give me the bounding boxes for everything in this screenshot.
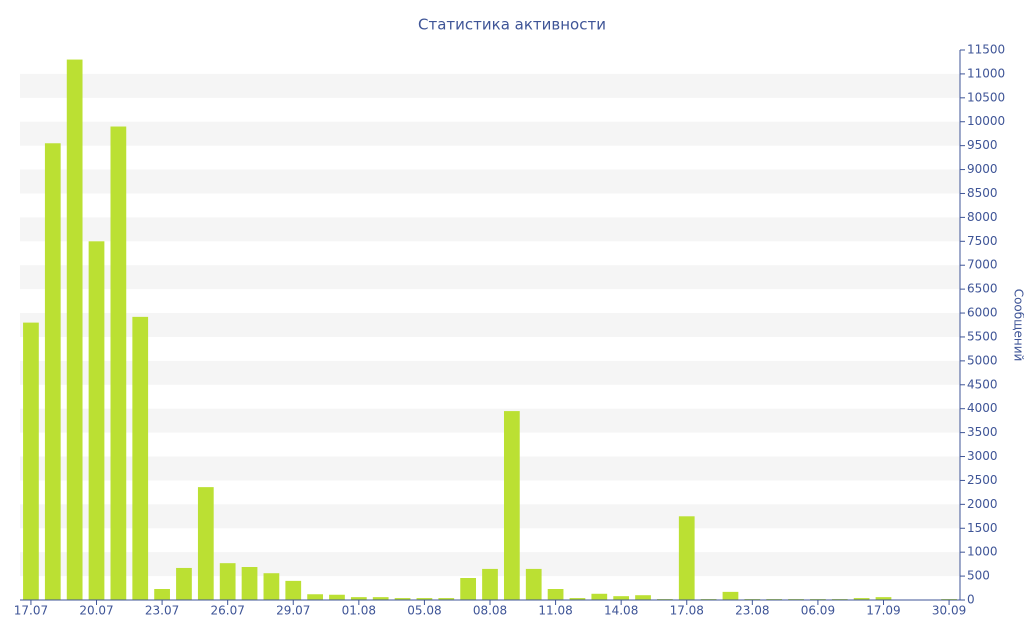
bar bbox=[329, 594, 345, 600]
bar bbox=[219, 563, 236, 600]
y-axis-label: Сообщений bbox=[1012, 289, 1024, 362]
bar bbox=[263, 573, 280, 600]
grid-band bbox=[20, 408, 960, 433]
grid-band bbox=[20, 217, 960, 242]
y-tick-label: 3500 bbox=[967, 425, 998, 439]
y-tick-label: 4000 bbox=[967, 401, 998, 415]
x-tick-label: 17.07 bbox=[14, 604, 48, 618]
bar bbox=[197, 487, 214, 600]
y-tick-label: 500 bbox=[967, 569, 990, 583]
y-tick-label: 9000 bbox=[967, 162, 998, 176]
bar bbox=[132, 316, 149, 600]
y-tick-label: 6000 bbox=[967, 306, 998, 320]
y-tick-label: 1500 bbox=[967, 521, 998, 535]
bar bbox=[66, 59, 83, 601]
grid-band bbox=[20, 169, 960, 194]
bar bbox=[23, 322, 39, 600]
bar bbox=[613, 596, 630, 600]
x-tick-label: 26.07 bbox=[210, 604, 244, 618]
x-tick-label: 17.08 bbox=[670, 604, 704, 618]
y-tick-label: 8500 bbox=[967, 186, 998, 200]
bar bbox=[154, 589, 170, 600]
x-tick-label: 20.07 bbox=[79, 604, 113, 618]
bar bbox=[88, 241, 105, 600]
y-tick-label: 11500 bbox=[967, 43, 1005, 57]
y-tick-label: 1000 bbox=[967, 545, 998, 559]
y-tick-label: 10500 bbox=[967, 90, 1005, 104]
x-tick-label: 23.08 bbox=[735, 604, 769, 618]
bar bbox=[372, 597, 389, 600]
bar bbox=[438, 598, 455, 600]
grid-band bbox=[20, 456, 960, 481]
bar bbox=[482, 568, 498, 600]
y-tick-label: 7000 bbox=[967, 258, 998, 272]
bar bbox=[503, 411, 520, 600]
bar bbox=[853, 598, 870, 600]
y-tick-label: 5000 bbox=[967, 353, 998, 367]
x-tick-label: 30.09 bbox=[932, 604, 966, 618]
x-tick-label: 06.09 bbox=[801, 604, 835, 618]
bar bbox=[110, 126, 127, 601]
bar bbox=[875, 597, 892, 600]
x-tick-label: 23.07 bbox=[145, 604, 179, 618]
x-tick-label: 08.08 bbox=[473, 604, 507, 618]
grid-band bbox=[20, 73, 960, 98]
y-tick-label: 2000 bbox=[967, 497, 998, 511]
y-tick-label: 6500 bbox=[967, 282, 998, 296]
bar bbox=[176, 567, 192, 600]
bar bbox=[547, 589, 564, 600]
y-tick-label: 9500 bbox=[967, 138, 998, 152]
bar bbox=[460, 578, 477, 600]
y-tick-label: 3000 bbox=[967, 449, 998, 463]
bar bbox=[722, 591, 739, 600]
bar bbox=[569, 598, 586, 600]
bar bbox=[44, 143, 61, 600]
chart-title: Статистика активности bbox=[418, 16, 606, 34]
y-tick-label: 10000 bbox=[967, 114, 1005, 128]
y-tick-label: 2500 bbox=[967, 473, 998, 487]
grid-band bbox=[20, 121, 960, 146]
bar bbox=[350, 597, 367, 600]
y-tick-label: 5500 bbox=[967, 329, 998, 343]
grid-band bbox=[20, 504, 960, 529]
x-tick-label: 01.08 bbox=[342, 604, 376, 618]
bar bbox=[591, 593, 608, 600]
grid-band bbox=[20, 313, 960, 337]
bar bbox=[394, 598, 411, 600]
bar bbox=[525, 568, 542, 600]
x-tick-label: 17.09 bbox=[866, 604, 900, 618]
x-tick-label: 14.08 bbox=[604, 604, 638, 618]
y-tick-label: 8000 bbox=[967, 210, 998, 224]
y-tick-label: 4500 bbox=[967, 377, 998, 391]
bar bbox=[416, 598, 433, 600]
x-tick-label: 11.08 bbox=[538, 604, 572, 618]
bar bbox=[307, 594, 323, 600]
y-tick-label: 0 bbox=[967, 593, 975, 607]
bar bbox=[635, 595, 651, 600]
y-tick-label: 7500 bbox=[967, 234, 998, 248]
x-tick-label: 29.07 bbox=[276, 604, 310, 618]
x-tick-label: 05.08 bbox=[407, 604, 441, 618]
grid-band bbox=[20, 265, 960, 290]
bar bbox=[285, 580, 302, 600]
y-tick-label: 11000 bbox=[967, 66, 1005, 80]
grid-band bbox=[20, 360, 960, 385]
bar bbox=[678, 516, 695, 600]
bar bbox=[241, 567, 258, 600]
